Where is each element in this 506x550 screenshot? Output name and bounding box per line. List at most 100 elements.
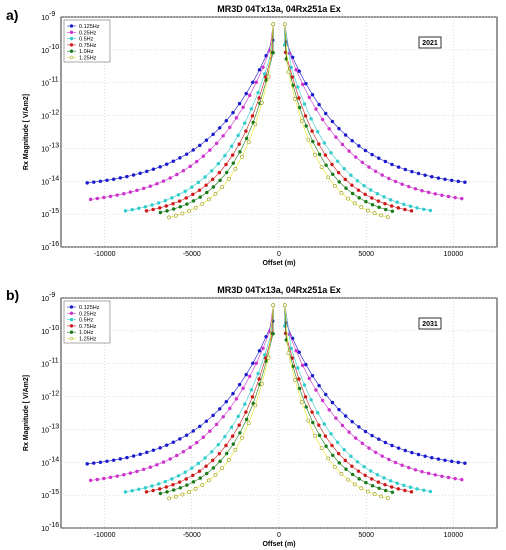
x-tick-label: 10000	[444, 532, 464, 539]
data-point	[334, 416, 338, 420]
data-point	[383, 201, 387, 206]
data-point	[359, 486, 364, 491]
data-point	[310, 129, 314, 133]
data-point	[141, 467, 146, 472]
data-point	[463, 461, 467, 465]
data-point	[342, 447, 346, 452]
data-point	[95, 477, 100, 482]
data-point	[204, 183, 208, 187]
data-point	[446, 194, 451, 199]
data-point	[141, 186, 146, 191]
data-point	[323, 111, 328, 116]
data-point	[204, 138, 209, 142]
data-point	[246, 140, 251, 145]
chart-panel-b: b) MR3D 04Tx13a, 04Rx251a Ex -10000 -5000 0 5…	[6, 285, 498, 548]
data-point	[251, 80, 255, 85]
data-point	[249, 107, 254, 111]
data-point	[322, 141, 327, 145]
data-point	[92, 461, 96, 465]
data-point	[423, 454, 427, 458]
data-point	[145, 169, 149, 174]
series-1.0Hz	[158, 22, 395, 215]
data-point	[88, 197, 93, 202]
data-point	[236, 133, 240, 138]
data-point	[228, 125, 232, 130]
y-axis-label: Rx Magnitude [ V/Am2]	[23, 94, 30, 170]
data-point	[413, 468, 418, 472]
data-point	[254, 361, 259, 365]
data-point	[286, 351, 291, 356]
data-point	[214, 422, 219, 427]
data-point	[163, 479, 168, 484]
data-point	[317, 102, 321, 107]
data-point	[443, 458, 447, 463]
data-point	[157, 206, 162, 210]
y-tick-exponent: -12	[49, 391, 59, 398]
data-point	[322, 422, 327, 426]
data-point	[380, 173, 384, 177]
data-point	[303, 114, 308, 118]
data-point	[329, 151, 333, 155]
data-point	[184, 477, 188, 481]
data-point	[463, 180, 467, 184]
data-point	[187, 209, 191, 213]
data-point	[213, 472, 218, 477]
data-point	[253, 122, 258, 127]
data-point	[201, 435, 206, 439]
data-point	[359, 205, 364, 210]
data-point	[198, 195, 202, 199]
data-point	[388, 479, 393, 483]
data-point	[171, 482, 175, 487]
data-point	[190, 466, 194, 470]
y-tick-exponent: -15	[49, 489, 59, 496]
x-tick-label: 5000	[358, 532, 374, 539]
data-point	[376, 480, 381, 484]
data-point	[415, 487, 419, 491]
x-tick-label: 0	[277, 251, 281, 258]
data-point	[436, 176, 441, 180]
legend-entry: 0.25Hz	[79, 30, 97, 36]
data-point	[85, 181, 89, 185]
data-point	[224, 399, 229, 404]
data-point	[357, 477, 361, 481]
data-point	[294, 349, 298, 353]
series-line-0.25Hz-right	[284, 24, 462, 199]
data-point	[356, 469, 361, 473]
data-point	[350, 464, 354, 468]
data-point	[137, 487, 141, 492]
data-point	[115, 474, 119, 478]
data-point	[208, 148, 212, 152]
data-point	[372, 492, 377, 497]
data-point	[357, 196, 361, 200]
data-point	[256, 371, 260, 376]
data-point	[171, 159, 176, 163]
data-point	[243, 402, 247, 406]
data-point	[337, 180, 342, 184]
data-point	[203, 456, 207, 460]
data-point	[178, 486, 183, 490]
data-point	[151, 488, 155, 493]
data-point	[241, 105, 245, 110]
data-point	[343, 177, 348, 182]
y-tick-label: 10	[41, 493, 49, 500]
data-point	[320, 398, 325, 403]
y-tick-label: 10	[41, 48, 49, 55]
data-point	[183, 470, 187, 474]
data-point	[377, 486, 381, 491]
data-point	[148, 184, 153, 188]
data-point	[339, 471, 344, 476]
data-point	[428, 489, 433, 494]
data-point	[211, 185, 216, 189]
data-point	[170, 477, 174, 481]
data-point	[171, 488, 176, 492]
data-point	[176, 193, 181, 197]
legend-marker	[69, 55, 74, 60]
y-tick-label: 10	[41, 81, 49, 88]
data-point	[368, 188, 373, 192]
data-point	[244, 91, 248, 96]
data-point	[220, 466, 225, 471]
data-point	[191, 192, 195, 197]
data-point	[217, 407, 222, 411]
data-point	[379, 494, 384, 499]
